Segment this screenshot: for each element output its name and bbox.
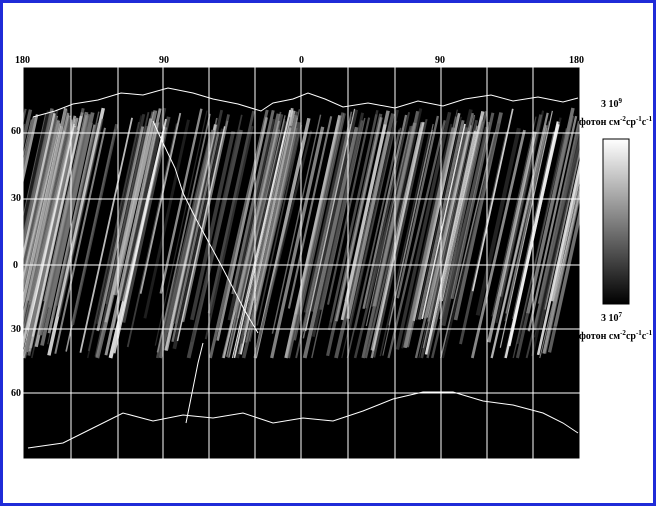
color-scale-bar: [603, 139, 629, 304]
swath-streak: [3, 117, 15, 309]
lat-label-60-north: 60: [11, 126, 21, 137]
lon-label-180-east: 180: [569, 55, 584, 66]
swath-streak: [3, 128, 13, 342]
swath-streak: [3, 129, 17, 334]
scale-max-label: 3 109: [601, 97, 623, 110]
swath-streak: [3, 127, 8, 343]
lon-label-90-west: 90: [159, 55, 169, 66]
lon-label-180-west: 180: [15, 55, 30, 66]
lat-label-30-south: 30: [11, 324, 21, 335]
map-figure: 180 90 0 90 180 60 30 0 30 60 3 109 фото…: [3, 3, 656, 509]
swath-streak: [3, 113, 19, 315]
swath-streak: [3, 113, 14, 317]
scale-max-unit: фотон см-2ср-1с-1: [579, 115, 653, 128]
lon-label-90-east: 90: [435, 55, 445, 66]
scale-min-label: 3 107: [601, 311, 623, 324]
latitude-labels: 60 30 0 30 60: [11, 126, 21, 399]
swath-streak: [3, 109, 26, 358]
lat-label-60-south: 60: [11, 388, 21, 399]
swath-streak: [3, 123, 20, 314]
scale-min-unit: фотон см-2ср-1с-1: [579, 329, 653, 342]
lon-label-0: 0: [299, 55, 304, 66]
lat-label-0: 0: [13, 260, 18, 271]
swath-streak: [3, 133, 5, 359]
swath-streak: [3, 117, 7, 344]
swath-streak: [3, 124, 25, 313]
lat-label-30-north: 30: [11, 193, 21, 204]
color-scale: 3 109 фотон см-2ср-1с-1 3 107 фотон см-2…: [579, 97, 653, 342]
longitude-labels: 180 90 0 90 180: [15, 55, 584, 66]
